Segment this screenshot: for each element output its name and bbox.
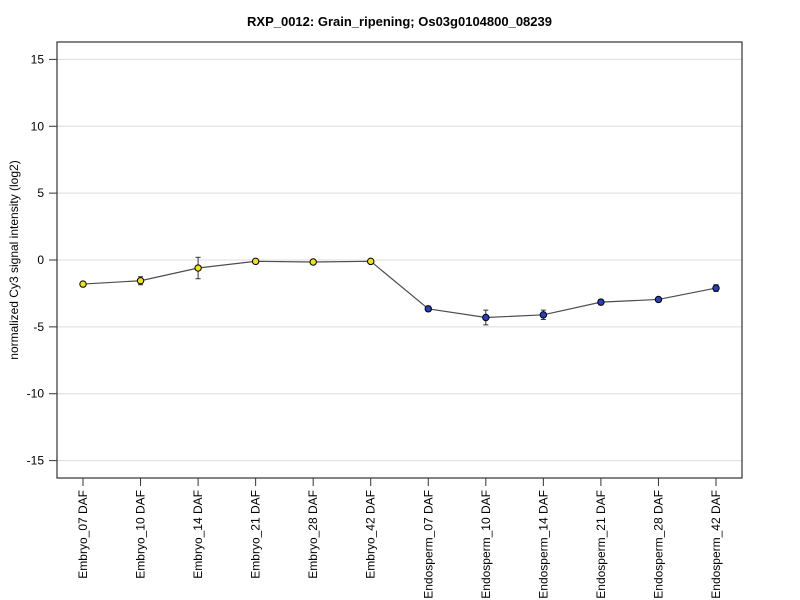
data-point — [597, 298, 605, 306]
y-tick-label: -10 — [27, 387, 45, 401]
data-point — [367, 257, 375, 266]
x-tick-label: Endosperm_14 DAF — [536, 490, 550, 599]
plot-border — [56, 41, 743, 479]
x-tick-label: Embryo_07 DAF — [76, 490, 90, 579]
data-point — [79, 280, 87, 288]
x-tick-label: Embryo_10 DAF — [134, 490, 148, 579]
x-tick-label: Endosperm_07 DAF — [421, 490, 435, 599]
data-point — [539, 311, 548, 319]
y-tick-label: 15 — [31, 52, 45, 66]
x-tick-label: Endosperm_21 DAF — [594, 490, 608, 599]
chart-title: RXP_0012: Grain_ripening; Os03g0104800_0… — [247, 14, 552, 29]
data-point — [194, 264, 202, 272]
data-point — [712, 284, 720, 292]
y-tick-label: -5 — [33, 320, 44, 334]
y-tick-label: 5 — [37, 186, 44, 200]
data-point — [309, 258, 317, 266]
x-tick-label: Endosperm_42 DAF — [709, 490, 723, 599]
x-tick-label: Endosperm_28 DAF — [651, 490, 665, 599]
data-point — [136, 277, 145, 285]
x-tick-label: Embryo_14 DAF — [191, 490, 205, 579]
y-tick-label: -15 — [27, 454, 45, 468]
x-tick-label: Embryo_28 DAF — [306, 490, 320, 579]
data-point — [251, 257, 260, 266]
x-tick-label: Embryo_42 DAF — [364, 490, 378, 579]
data-point — [654, 295, 663, 304]
y-tick-label: 10 — [31, 119, 45, 133]
x-tick-label: Embryo_21 DAF — [249, 490, 263, 579]
y-tick-label: 0 — [37, 253, 44, 267]
x-tick-label: Endosperm_10 DAF — [479, 490, 493, 599]
series-line — [82, 260, 717, 319]
data-point — [424, 305, 432, 313]
data-point — [482, 313, 490, 322]
